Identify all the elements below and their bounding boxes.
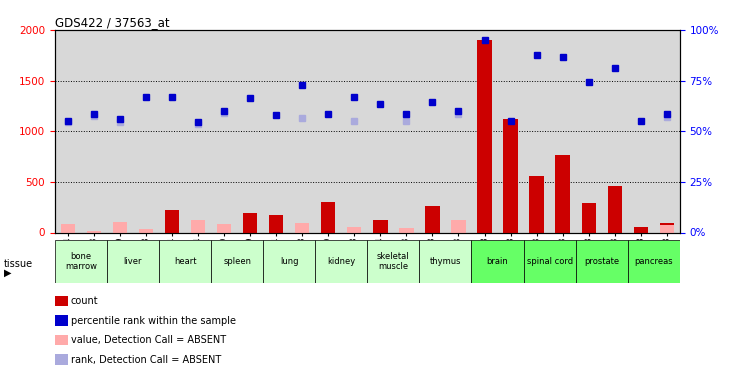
Text: spinal cord: spinal cord <box>526 257 572 266</box>
Bar <box>315 30 341 232</box>
Text: liver: liver <box>124 257 143 266</box>
Text: bone
marrow: bone marrow <box>65 252 97 271</box>
Bar <box>628 240 680 283</box>
Text: count: count <box>71 296 99 306</box>
Bar <box>550 30 575 232</box>
Text: ▶: ▶ <box>4 268 11 278</box>
Bar <box>523 240 575 283</box>
Bar <box>321 202 336 232</box>
Text: prostate: prostate <box>584 257 619 266</box>
Bar <box>556 154 569 232</box>
Bar <box>159 240 211 283</box>
Bar <box>471 30 498 232</box>
Bar <box>374 220 387 232</box>
Bar <box>399 228 414 232</box>
Bar <box>185 30 211 232</box>
Bar <box>451 220 466 232</box>
Bar <box>211 30 237 232</box>
Bar <box>445 30 471 232</box>
Bar <box>425 206 439 232</box>
Text: pancreas: pancreas <box>635 257 673 266</box>
Bar <box>602 30 628 232</box>
Bar <box>582 203 596 232</box>
Text: skeletal
muscle: skeletal muscle <box>377 252 409 271</box>
Bar <box>477 40 492 232</box>
Text: rank, Detection Call = ABSENT: rank, Detection Call = ABSENT <box>71 355 221 364</box>
Bar <box>654 30 680 232</box>
Bar <box>107 240 159 283</box>
Text: value, Detection Call = ABSENT: value, Detection Call = ABSENT <box>71 335 226 345</box>
Bar <box>315 240 367 283</box>
Text: kidney: kidney <box>327 257 355 266</box>
Bar <box>659 224 674 232</box>
Bar <box>607 186 622 232</box>
Bar <box>504 119 518 232</box>
Bar <box>341 30 367 232</box>
Bar <box>237 30 263 232</box>
Bar <box>113 222 127 232</box>
Bar <box>159 30 185 232</box>
Bar <box>575 30 602 232</box>
Bar <box>347 227 361 232</box>
Bar <box>61 224 75 232</box>
Bar <box>139 229 153 232</box>
Bar <box>420 30 445 232</box>
Text: heart: heart <box>174 257 197 266</box>
Bar <box>471 240 523 283</box>
Bar <box>498 30 523 232</box>
Bar <box>628 30 654 232</box>
Bar <box>523 30 550 232</box>
Bar <box>263 30 289 232</box>
Bar <box>217 224 231 232</box>
Bar <box>575 240 628 283</box>
Bar <box>289 30 315 232</box>
Bar <box>211 240 263 283</box>
Bar <box>295 224 309 232</box>
Bar <box>243 213 257 232</box>
Text: GDS422 / 37563_at: GDS422 / 37563_at <box>55 16 170 29</box>
Text: spleen: spleen <box>223 257 251 266</box>
Bar <box>55 240 107 283</box>
Bar <box>367 30 393 232</box>
Bar <box>81 30 107 232</box>
Bar <box>393 30 420 232</box>
Bar <box>529 176 544 232</box>
Bar <box>133 30 159 232</box>
Text: tissue: tissue <box>4 260 33 269</box>
Bar <box>165 210 179 232</box>
Bar <box>634 227 648 232</box>
Text: lung: lung <box>280 257 298 266</box>
Bar <box>263 240 315 283</box>
Bar <box>55 30 81 232</box>
Bar <box>191 220 205 232</box>
Text: brain: brain <box>487 257 509 266</box>
Bar <box>269 215 284 232</box>
Text: percentile rank within the sample: percentile rank within the sample <box>71 316 236 326</box>
Bar <box>367 240 420 283</box>
Bar <box>87 231 101 232</box>
Bar <box>107 30 133 232</box>
Text: thymus: thymus <box>430 257 461 266</box>
Bar <box>659 225 674 232</box>
Bar <box>420 240 471 283</box>
